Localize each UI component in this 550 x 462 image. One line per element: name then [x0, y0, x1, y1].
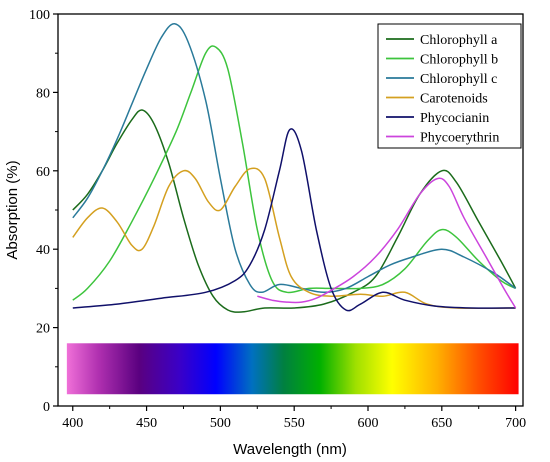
y-tick-label: 0	[43, 400, 50, 415]
series-line-phycoerythrin	[257, 177, 517, 309]
y-tick-label: 100	[29, 8, 50, 23]
series-line-carotenoids	[72, 167, 516, 310]
y-tick-label: 40	[36, 243, 50, 258]
x-tick-label: 600	[358, 416, 379, 431]
x-tick-label: 400	[62, 416, 83, 431]
legend-label-phycoerythrin: Phycoerythrin	[420, 131, 499, 146]
x-axis-title: Wavelength (nm)	[233, 441, 347, 458]
legend-label-carotenoids: Carotenoids	[420, 92, 488, 107]
y-tick-label: 80	[36, 86, 50, 101]
x-tick-label: 650	[431, 416, 452, 431]
series-line-chlorophyll-c	[72, 23, 517, 294]
x-tick-label: 550	[284, 416, 305, 431]
x-tick-label: 500	[210, 416, 231, 431]
series-line-chlorophyll-b	[72, 45, 516, 301]
x-tick-label: 450	[136, 416, 157, 431]
series-line-phycocianin	[72, 128, 516, 312]
x-tick-label: 700	[505, 416, 526, 431]
legend-box	[377, 23, 522, 149]
legend: Chlorophyll a Chlorophyll b Chlorophyll c C…	[386, 33, 499, 146]
series-layer	[72, 23, 517, 313]
legend-label-chlorophyll-a: Chlorophyll a	[420, 33, 498, 48]
ticks-layer: 400 450 500 550 600 650 700 0 20 40 60 80 100	[29, 8, 526, 431]
series-line-chlorophyll-a	[72, 109, 517, 313]
legend-label-phycocianin: Phycocianin	[420, 111, 489, 126]
legend-label-chlorophyll-c: Chlorophyll c	[420, 72, 497, 87]
legend-label-chlorophyll-b: Chlorophyll b	[420, 53, 498, 68]
spectrum-bar	[66, 343, 519, 395]
y-tick-label: 20	[36, 322, 50, 337]
y-axis-title: Absorption (%)	[4, 160, 21, 259]
y-tick-label: 60	[36, 165, 50, 180]
